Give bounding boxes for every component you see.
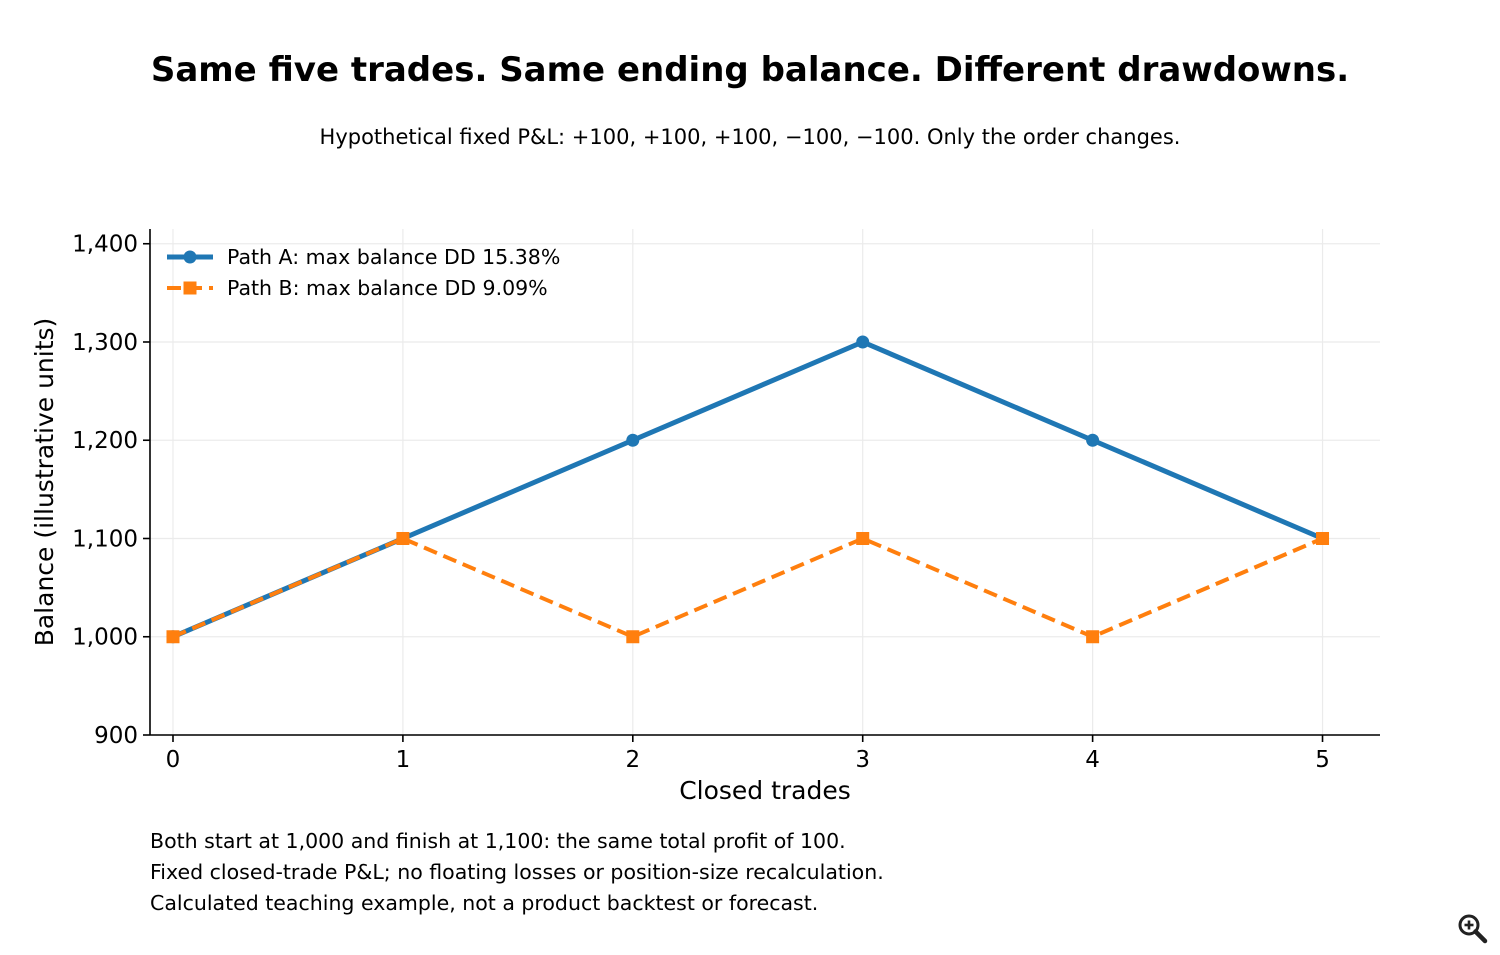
footnote-line: Calculated teaching example, not a produ… bbox=[150, 891, 819, 915]
footnotes: Both start at 1,000 and finish at 1,100:… bbox=[150, 826, 884, 919]
footnote-line: Fixed closed-trade P&L; no floating loss… bbox=[150, 860, 884, 884]
zoom-in-icon[interactable] bbox=[1456, 912, 1490, 946]
data-point bbox=[166, 630, 180, 644]
chart-subtitle: Hypothetical fixed P&L: +100, +100, +100… bbox=[319, 125, 1181, 149]
legend-marker bbox=[183, 281, 197, 295]
legend-label: Path B: max balance DD 9.09% bbox=[227, 276, 548, 300]
y-axis-label: Balance (illustrative units) bbox=[30, 318, 59, 647]
footnote-line: Both start at 1,000 and finish at 1,100:… bbox=[150, 829, 846, 853]
x-tick-label: 5 bbox=[1315, 747, 1330, 773]
series-path-b bbox=[166, 531, 1330, 644]
series-line bbox=[172, 536, 1324, 639]
legend: Path A: max balance DD 15.38% Path B: max… bbox=[167, 245, 560, 300]
y-tick-label: 1,000 bbox=[72, 625, 138, 651]
data-point bbox=[1086, 630, 1100, 644]
legend-label: Path A: max balance DD 15.38% bbox=[227, 245, 560, 269]
x-axis-label: Closed trades bbox=[679, 776, 851, 805]
chart-title: Same five trades. Same ending balance. D… bbox=[150, 50, 1350, 90]
data-point bbox=[1086, 433, 1100, 447]
data-point bbox=[396, 531, 410, 545]
legend-marker bbox=[183, 250, 197, 264]
x-tick-label: 1 bbox=[396, 747, 411, 773]
data-point bbox=[626, 433, 640, 447]
series-line bbox=[172, 339, 1324, 640]
data-point bbox=[626, 630, 640, 644]
y-tick-label: 1,100 bbox=[72, 526, 138, 552]
data-point bbox=[856, 531, 870, 545]
data-point bbox=[1316, 531, 1330, 545]
x-tick-label: 0 bbox=[166, 747, 181, 773]
y-tick-label: 1,300 bbox=[72, 330, 138, 356]
x-tick-label: 4 bbox=[1085, 747, 1100, 773]
y-tick-label: 1,200 bbox=[72, 428, 138, 454]
series-path-a bbox=[166, 335, 1330, 644]
y-tick-label: 1,400 bbox=[72, 232, 138, 258]
y-tick-label: 900 bbox=[94, 723, 138, 749]
x-tick-label: 2 bbox=[625, 747, 640, 773]
series-lines bbox=[166, 335, 1330, 644]
legend-entry: Path A: max balance DD 15.38% bbox=[167, 245, 560, 269]
axes: 900 1,000 1,100 1,200 1,300 1,400 0 1 2 3 4 5 Closed… bbox=[30, 229, 1380, 805]
data-point bbox=[856, 335, 870, 349]
legend-entry: Path B: max balance DD 9.09% bbox=[167, 276, 548, 300]
x-tick-label: 3 bbox=[855, 747, 870, 773]
